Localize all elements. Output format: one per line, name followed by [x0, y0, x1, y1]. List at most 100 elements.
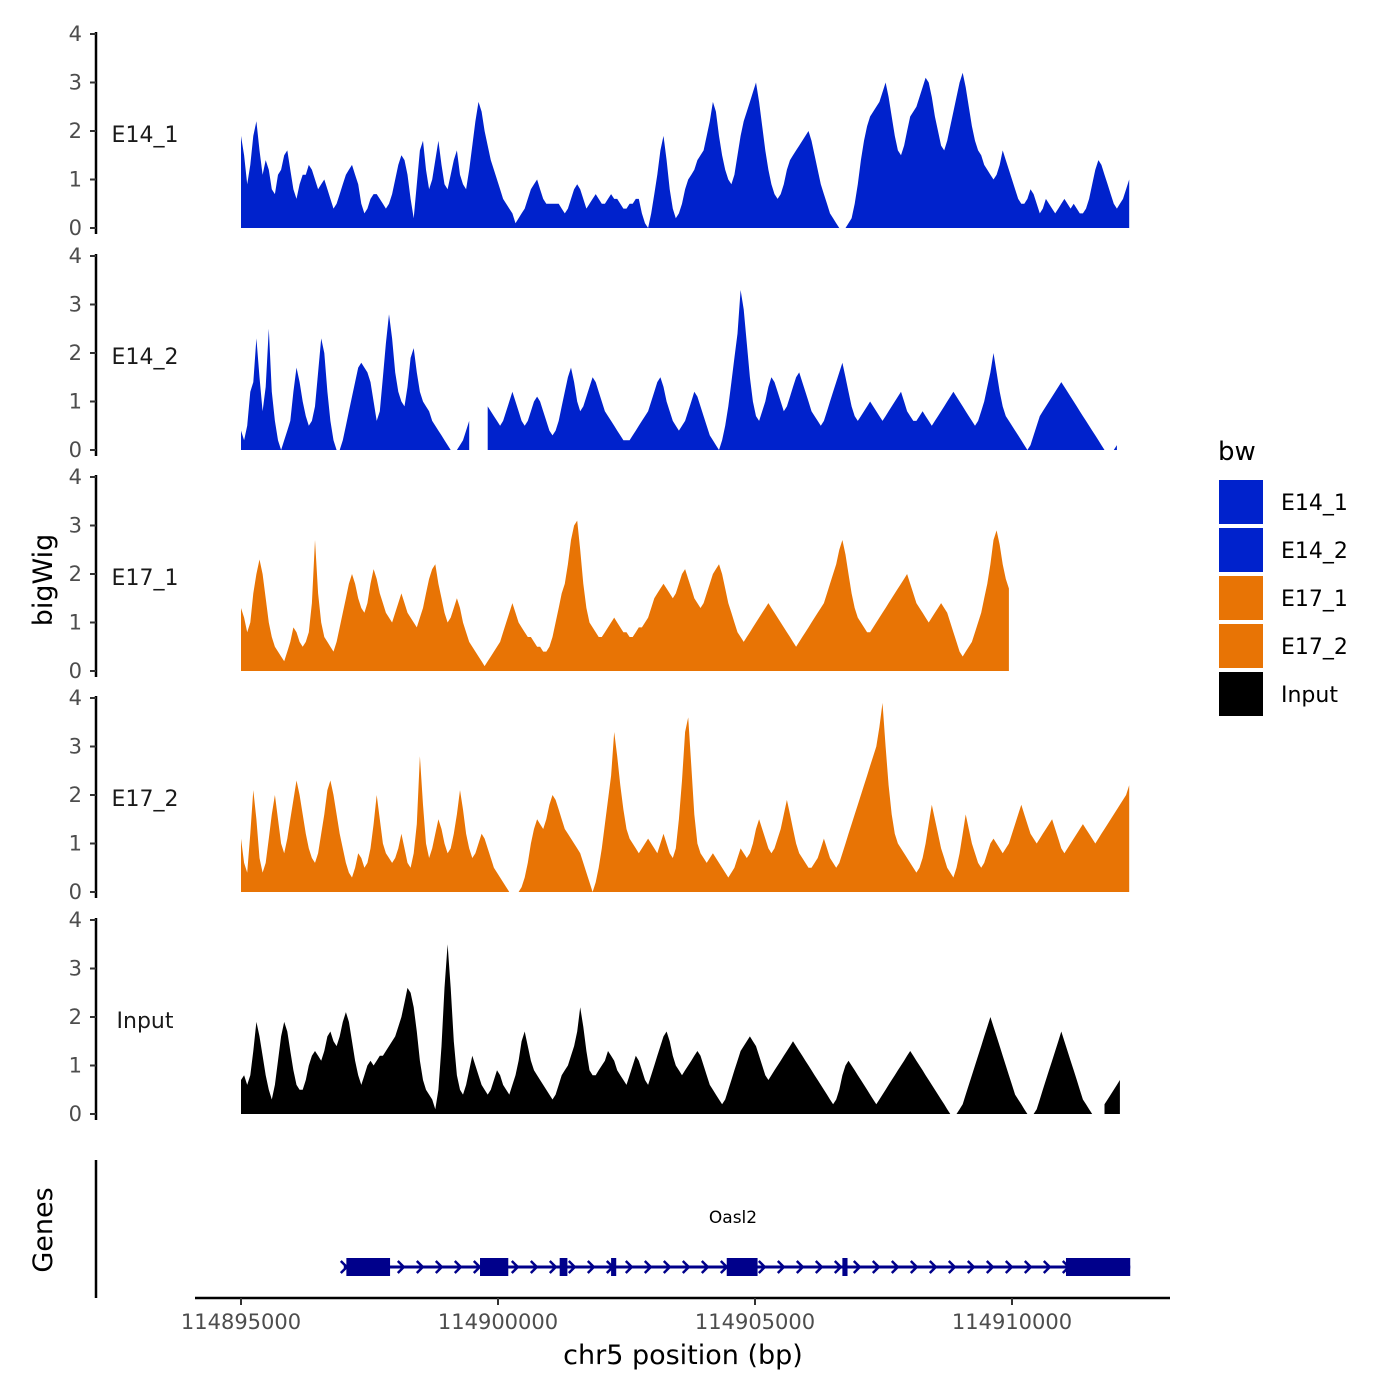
x-tick-label: 114900000 [438, 1310, 558, 1334]
signal-area [241, 702, 1130, 892]
y-tick-label: 4 [69, 686, 82, 710]
strand-arrow [472, 1260, 482, 1274]
gene-exon [559, 1258, 568, 1276]
track-e17-1: 0 1 2 3 4 E17_1 [69, 465, 1009, 683]
track-label: Input [117, 1009, 174, 1034]
x-tick-label: 114895000 [181, 1310, 301, 1334]
x-tick-label: 114905000 [695, 1310, 815, 1334]
strand-arrow [776, 1260, 786, 1274]
strand-arrow [985, 1260, 995, 1274]
gene-exon [1065, 1258, 1131, 1276]
strand-arrow [548, 1260, 558, 1274]
strand-arrow [586, 1260, 596, 1274]
genes-track-label: Genes [28, 1187, 59, 1272]
track-label: E17_1 [112, 566, 179, 591]
y-tick-label: 3 [69, 735, 82, 759]
strand-arrow [567, 1260, 577, 1274]
gene-exon [726, 1258, 758, 1276]
gene-exon [842, 1258, 848, 1276]
track-input: 0 1 2 3 4 Input [69, 908, 1130, 1126]
gene-exon [480, 1258, 509, 1276]
signal-area [241, 290, 1130, 450]
legend-key [1219, 576, 1263, 620]
strand-arrow [833, 1260, 843, 1274]
legend-key [1219, 624, 1263, 668]
strand-arrow [662, 1260, 672, 1274]
x-axis: 114895000 114900000 114905000 114910000 [181, 1296, 1170, 1334]
y-tick-label: 1 [69, 390, 82, 414]
signal-area [241, 944, 1130, 1114]
y-tick-label: 0 [69, 438, 82, 462]
signal-area [241, 520, 1009, 671]
y-tick-label: 4 [69, 22, 82, 46]
y-tick-label: 0 [69, 1102, 82, 1126]
y-tick-label: 2 [69, 562, 82, 586]
track-label: E14_2 [112, 345, 179, 370]
legend-label: E14_1 [1281, 491, 1348, 516]
signal-tracks: 0 1 2 3 4 E14_1 0 1 2 3 4 E14_2 0 1 2 3 4 E17_1 0 1 2 3 4 E17_2… [69, 22, 1130, 1126]
signal-area [241, 72, 1130, 228]
strand-arrow [624, 1260, 634, 1274]
y-tick-label: 4 [69, 465, 82, 489]
legend-key [1219, 528, 1263, 572]
x-tick-label: 114910000 [952, 1310, 1072, 1334]
strand-arrow [890, 1260, 900, 1274]
strand-arrow [643, 1260, 653, 1274]
y-tick-label: 2 [69, 119, 82, 143]
y-tick-label: 4 [69, 244, 82, 268]
strand-arrow [795, 1260, 805, 1274]
y-tick-label: 3 [69, 71, 82, 95]
legend-key [1219, 672, 1263, 716]
legend-label: E17_2 [1281, 635, 1348, 660]
y-tick-label: 1 [69, 832, 82, 856]
legend-label: Input [1281, 683, 1338, 708]
strand-arrow [510, 1260, 520, 1274]
strand-arrow [814, 1260, 824, 1274]
strand-arrow [396, 1260, 406, 1274]
strand-arrow [966, 1260, 976, 1274]
strand-arrow [928, 1260, 938, 1274]
strand-arrow [852, 1260, 862, 1274]
strand-arrow [434, 1260, 444, 1274]
y-tick-label: 3 [69, 957, 82, 981]
y-tick-label: 0 [69, 880, 82, 904]
track-e14-1: 0 1 2 3 4 E14_1 [69, 22, 1130, 240]
strand-arrow [415, 1260, 425, 1274]
legend: bw E14_1 E14_2 E17_1 E17_2 Input [1218, 437, 1348, 716]
strand-arrow [529, 1260, 539, 1274]
legend-key [1219, 480, 1263, 524]
x-axis-title: chr5 position (bp) [563, 1340, 803, 1371]
y-tick-label: 2 [69, 1005, 82, 1029]
strand-arrow [1023, 1260, 1033, 1274]
y-tick-label: 3 [69, 293, 82, 317]
track-label: E14_1 [112, 123, 179, 148]
strand-arrow [681, 1260, 691, 1274]
strand-arrow [700, 1260, 710, 1274]
y-tick-label: 1 [69, 168, 82, 192]
legend-title: bw [1218, 437, 1256, 467]
y-tick-label: 2 [69, 341, 82, 365]
genes-track: Genes Oasl2 [28, 1160, 1131, 1298]
strand-arrow [453, 1260, 463, 1274]
y-tick-label: 1 [69, 611, 82, 635]
strand-arrow [871, 1260, 881, 1274]
strand-arrow [909, 1260, 919, 1274]
y-tick-label: 1 [69, 1054, 82, 1078]
gene-name-label: Oasl2 [709, 1208, 757, 1228]
y-tick-label: 4 [69, 908, 82, 932]
gene-exon [346, 1258, 391, 1276]
y-tick-label: 0 [69, 216, 82, 240]
strand-arrow [1042, 1260, 1052, 1274]
y-axis-title: bigWig [28, 534, 59, 627]
track-e17-2: 0 1 2 3 4 E17_2 [69, 686, 1130, 904]
legend-label: E14_2 [1281, 539, 1348, 564]
strand-arrow [947, 1260, 957, 1274]
gene-exon [611, 1258, 617, 1276]
strand-arrow [757, 1260, 767, 1274]
strand-arrow [1004, 1260, 1014, 1274]
track-label: E17_2 [112, 787, 179, 812]
legend-label: E17_1 [1281, 587, 1348, 612]
y-tick-label: 2 [69, 783, 82, 807]
y-tick-label: 0 [69, 659, 82, 683]
